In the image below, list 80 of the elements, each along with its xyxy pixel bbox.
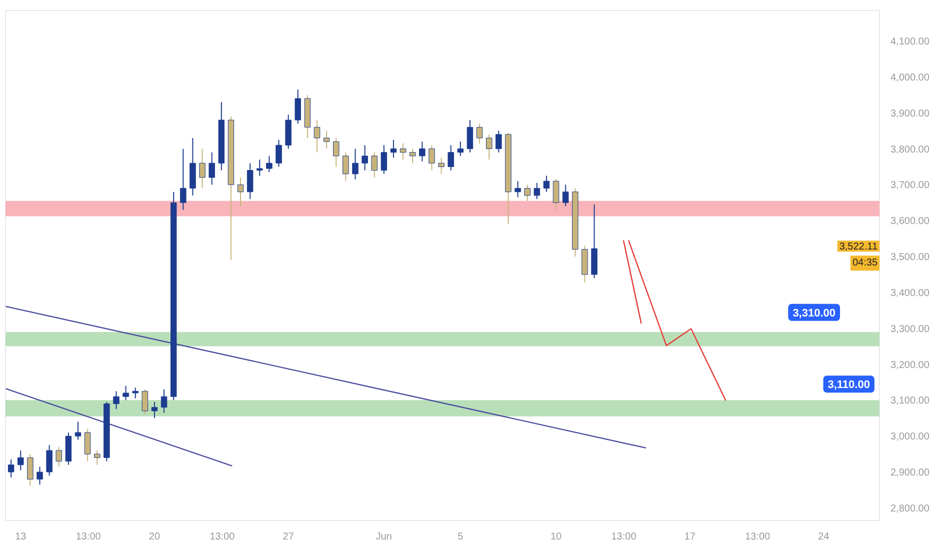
candlestick (476, 123, 483, 144)
annotation: 3,310.00 (792, 307, 836, 320)
candlestick (352, 148, 358, 180)
y-tick-label: 3,900.00 (890, 108, 930, 120)
candlestick (534, 182, 540, 200)
candlestick (362, 144, 368, 171)
candlestick (371, 152, 378, 178)
y-tick-label: 2,900.00 (890, 468, 930, 479)
candlestick (151, 401, 158, 419)
x-tick-label: 13:00 (210, 532, 236, 542)
candlestick (74, 421, 82, 440)
candlestick (246, 162, 254, 200)
candlestick (56, 446, 62, 468)
candlestick (438, 157, 444, 174)
candlestick (323, 130, 330, 150)
candlestick (208, 152, 215, 186)
candlestick (294, 89, 302, 124)
x-tick-label: 24 (818, 532, 830, 542)
candlestick (237, 177, 244, 207)
candlestick (142, 388, 148, 416)
annotation: 3,110.00 (828, 379, 870, 392)
candlestick (342, 152, 349, 182)
candlestick (466, 120, 474, 153)
candlestick (36, 466, 43, 486)
candlestick (113, 390, 120, 410)
candlestick (419, 141, 426, 162)
y-tick-label: 3,000.00 (890, 432, 930, 443)
candlestick (457, 141, 464, 156)
candlestick (410, 148, 416, 164)
candlestick (400, 142, 406, 160)
candlestick (266, 155, 272, 173)
x-tick-label: 27 (282, 532, 294, 542)
candlestick (46, 444, 52, 476)
candlestick (256, 159, 263, 176)
x-tick-label: 13:00 (611, 532, 637, 542)
candlestick (84, 428, 91, 462)
candlestick (552, 178, 560, 210)
candlestick (132, 387, 138, 399)
annotation: 04:35 (852, 258, 878, 269)
y-tick-label: 3,400.00 (890, 288, 930, 299)
candlestick (199, 148, 206, 189)
candlestick (543, 175, 550, 192)
y-tick-label: 3,300.00 (890, 324, 930, 335)
candlestick (314, 120, 320, 153)
candlestick (276, 139, 282, 168)
candlestick (448, 144, 454, 171)
candlestick (524, 184, 530, 202)
x-tick-label: Jun (376, 532, 392, 542)
candlestick (160, 388, 168, 414)
y-tick-label: 3,200.00 (890, 360, 930, 371)
y-tick-label: 3,700.00 (890, 180, 930, 192)
candlestick (514, 180, 521, 198)
y-tick-label: 3,500.00 (890, 252, 930, 264)
candlestick (333, 138, 340, 168)
y-tick-label: 3,100.00 (890, 396, 930, 407)
y-tick-label: 3,600.00 (890, 216, 930, 228)
candlestick (380, 144, 388, 174)
candlestick (122, 385, 129, 401)
candlestick (562, 184, 569, 207)
candlestick (428, 144, 435, 171)
candlestick (27, 454, 34, 486)
x-tick-label: 17 (684, 532, 696, 542)
candlestick (486, 134, 492, 160)
candlestick (18, 450, 24, 471)
candlestick (94, 450, 100, 466)
y-tick-label: 2,800.00 (890, 503, 930, 514)
y-tick-label: 4,000.00 (890, 72, 930, 84)
y-tick-label: 4,100.00 (890, 36, 930, 48)
annotation: 3,522.11 (839, 242, 878, 253)
x-tick-label: 20 (148, 532, 160, 542)
x-tick-label: 5 (458, 532, 464, 542)
x-tick-label: 10 (550, 532, 562, 542)
candlestick (496, 130, 502, 153)
y-tick-label: 3,800.00 (890, 144, 930, 156)
x-tick-label: 13:00 (76, 532, 102, 542)
candlestick (390, 139, 397, 158)
candlestick (180, 148, 186, 210)
candlestick (8, 458, 14, 478)
x-tick-label: 13:00 (745, 532, 771, 542)
x-tick-label: 13 (15, 532, 27, 542)
